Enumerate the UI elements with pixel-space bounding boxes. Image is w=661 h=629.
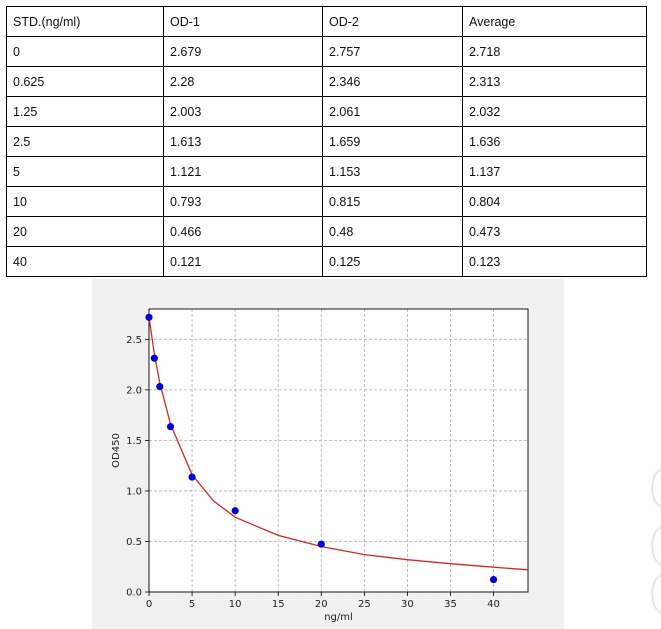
table-header-row: STD.(ng/ml) OD-1 OD-2 Average <box>6 6 647 37</box>
data-point <box>145 313 153 321</box>
table-row: 1.25 2.003 2.061 2.032 <box>6 96 647 127</box>
y-axis-title: OD450 <box>111 433 122 468</box>
column-header-std: STD.(ng/ml) <box>6 6 164 37</box>
x-tick-label: 35 <box>444 599 457 610</box>
plot-area <box>149 309 528 592</box>
data-point <box>166 423 175 431</box>
data-point <box>231 507 239 515</box>
y-tick-label: 0.0 <box>126 588 142 599</box>
table-cell: 2.718 <box>462 36 647 67</box>
table-cell: 10 <box>6 186 164 217</box>
table-cell: 1.137 <box>462 156 647 187</box>
table-cell: 5 <box>6 156 164 187</box>
table-cell: 1.121 <box>163 156 323 187</box>
table-cell: 0.793 <box>163 186 323 217</box>
data-point <box>156 383 164 391</box>
table-cell: 2.313 <box>462 66 647 97</box>
table-cell: 2.032 <box>462 96 647 127</box>
data-point <box>489 575 498 584</box>
column-header-average: Average <box>462 6 647 37</box>
y-tick-label: 2.5 <box>126 335 142 346</box>
y-tick-label: 1.5 <box>126 436 142 447</box>
table-cell: 2.28 <box>163 66 323 97</box>
table-row: 10 0.793 0.815 0.804 <box>6 186 647 217</box>
chart-svg: 0 5 10 15 20 25 30 35 40 0.0 0.5 1.0 1.5 2.0 2.5 ng/ml O… <box>111 308 529 623</box>
data-point <box>317 540 325 548</box>
x-tick-label: 10 <box>229 599 242 610</box>
table-cell: 20 <box>6 216 164 247</box>
table-cell: 1.25 <box>6 96 164 127</box>
y-tick-label: 0.5 <box>126 537 142 548</box>
data-point <box>150 354 158 362</box>
y-tick-label: 1.0 <box>126 486 142 497</box>
side-scroll-button[interactable] <box>653 528 661 564</box>
table-cell: 0.473 <box>462 216 647 247</box>
table-cell: 0.121 <box>163 246 323 277</box>
table-cell: 0.625 <box>6 66 164 97</box>
side-scroll-button[interactable] <box>653 470 661 506</box>
table-row: 5 1.121 1.153 1.137 <box>6 156 647 187</box>
table-cell: 0.125 <box>322 246 463 277</box>
x-tick-label: 5 <box>189 599 195 610</box>
standard-curve-chart: 0 5 10 15 20 25 30 35 40 0.0 0.5 1.0 1.5 2.0 2.5 ng/ml O… <box>92 279 564 629</box>
table-cell: 40 <box>6 246 164 277</box>
column-header-od2: OD-2 <box>322 6 463 37</box>
x-tick-label: 20 <box>315 599 328 610</box>
table-row: 0 2.679 2.757 2.718 <box>6 36 647 67</box>
x-axis-title: ng/ml <box>324 612 353 623</box>
x-tick-label: 15 <box>272 599 285 610</box>
table-row: 2.5 1.613 1.659 1.636 <box>6 126 647 157</box>
table-cell: 0.815 <box>322 186 463 217</box>
table-cell: 0.804 <box>462 186 647 217</box>
table-cell: 0 <box>6 36 164 67</box>
table-cell: 2.003 <box>163 96 323 127</box>
data-point <box>188 473 196 481</box>
table-cell: 1.636 <box>462 126 647 157</box>
table-cell: 0.123 <box>462 246 647 277</box>
table-row: 40 0.121 0.125 0.123 <box>6 246 647 277</box>
table-row: 0.625 2.28 2.346 2.313 <box>6 66 647 97</box>
table-cell: 2.757 <box>322 36 463 67</box>
table-cell: 1.659 <box>322 126 463 157</box>
column-header-od1: OD-1 <box>163 6 323 37</box>
x-tick-label: 30 <box>401 599 414 610</box>
side-scroll-button[interactable] <box>653 576 661 612</box>
x-tick-label: 0 <box>146 599 152 610</box>
x-tick-label: 25 <box>358 599 371 610</box>
table-cell: 2.679 <box>163 36 323 67</box>
table-cell: 1.153 <box>322 156 463 187</box>
table-cell: 2.346 <box>322 66 463 97</box>
table-cell: 0.466 <box>163 216 323 247</box>
table-cell: 2.5 <box>6 126 164 157</box>
table-cell: 0.48 <box>322 216 463 247</box>
x-tick-label: 40 <box>487 599 500 610</box>
table-cell: 2.061 <box>322 96 463 127</box>
standard-curve-table: STD.(ng/ml) OD-1 OD-2 Average 0 2.679 2.… <box>6 6 647 277</box>
table-cell: 1.613 <box>163 126 323 157</box>
y-tick-label: 2.0 <box>126 385 142 396</box>
plot-frame <box>148 308 529 593</box>
table-row: 20 0.466 0.48 0.473 <box>6 216 647 247</box>
